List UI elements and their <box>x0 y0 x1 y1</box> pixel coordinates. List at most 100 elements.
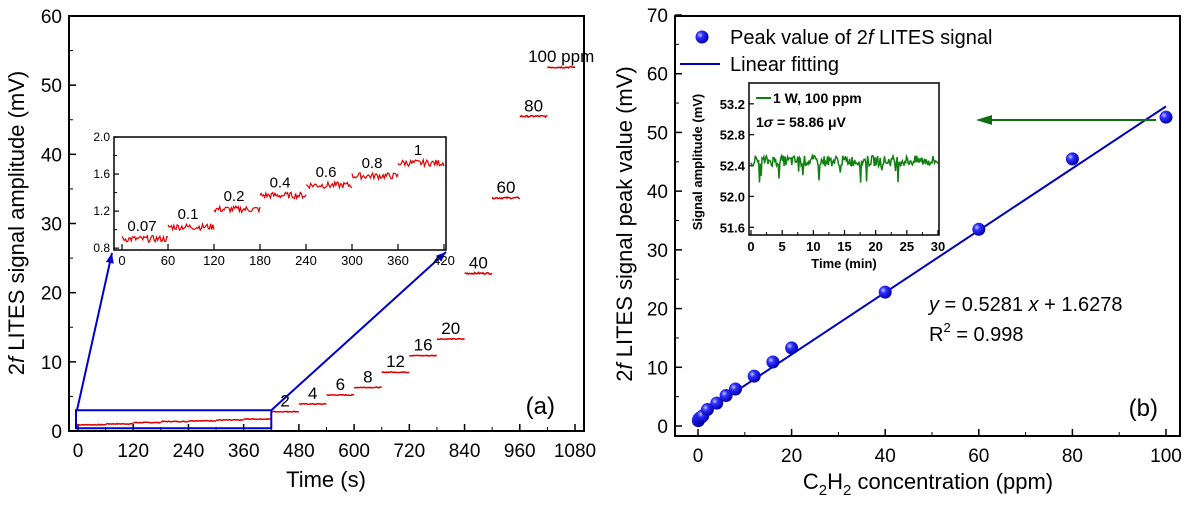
inset-step-label: 0.07 <box>127 218 156 235</box>
inset-step-label: 0.2 <box>224 188 245 205</box>
x-tick-label: 840 <box>449 441 481 462</box>
step-trace <box>491 196 520 200</box>
inset-x-tick-label: 300 <box>341 253 363 268</box>
x-tick-label: 720 <box>393 441 425 462</box>
y-tick-label: 70 <box>647 6 668 27</box>
step-trace <box>243 417 272 421</box>
y-tick-label: 50 <box>647 123 668 144</box>
step-trace <box>436 337 465 341</box>
inset-y-tick-label: 53.2 <box>720 97 745 112</box>
panel-a-inset-frame <box>113 136 447 251</box>
inset-legend-label: 1 W, 100 ppm <box>773 90 862 106</box>
inset-step-label: 0.4 <box>270 174 291 191</box>
inset-x-tick-label: 180 <box>249 253 271 268</box>
y-tick-label: 30 <box>647 241 668 262</box>
step-trace <box>326 393 355 397</box>
step-trace <box>519 114 548 119</box>
data-point <box>972 222 986 236</box>
inset-x-tick-label: 25 <box>900 239 914 254</box>
step-trace <box>133 421 161 424</box>
inset-x-tick-label: 30 <box>931 239 945 254</box>
zoom-arrow-line <box>76 252 113 411</box>
data-point <box>710 396 724 410</box>
y-tick-label: 30 <box>41 215 62 236</box>
step-trace <box>188 419 217 423</box>
step-label: 16 <box>414 336 433 355</box>
x-tick-label: 960 <box>504 441 536 462</box>
inset-pointer-arrow <box>976 115 1156 125</box>
inset-x-tick-label: 20 <box>868 239 882 254</box>
y-tick-label: 40 <box>41 145 62 166</box>
step-trace <box>298 402 327 406</box>
x-tick-label: 120 <box>117 441 149 462</box>
panel-b-label: (b) <box>1129 395 1158 422</box>
step-trace <box>77 423 106 426</box>
x-tick-label: 100 <box>1150 446 1182 467</box>
inset-xlabel: Time (min) <box>811 256 877 271</box>
inset-x-tick-label: 120 <box>203 253 225 268</box>
data-point <box>766 355 780 369</box>
inset-noise-trace <box>750 152 939 183</box>
step-trace <box>381 370 410 374</box>
step-label: 20 <box>441 319 460 338</box>
panel-b-xlabel: C2H2 concentration (ppm) <box>803 469 1053 499</box>
y-tick-label: 20 <box>647 300 668 321</box>
step-trace <box>271 410 299 413</box>
zoom-arrow-line <box>270 251 447 411</box>
y-tick-label: 40 <box>647 182 668 203</box>
legend-label-fit: Linear fitting <box>730 54 839 76</box>
inset-step-label: 0.6 <box>316 164 337 181</box>
panel-b-frame <box>674 15 1181 437</box>
step-trace <box>464 271 493 276</box>
y-tick-label: 10 <box>647 358 668 379</box>
inset-step-trace <box>305 179 353 190</box>
inset-x-tick-label: 0 <box>747 239 754 254</box>
data-point <box>1065 152 1079 166</box>
y-tick-label: 20 <box>41 284 62 305</box>
panel-a-ylabel: 2f LITES signal amplitude (mV) <box>4 71 29 375</box>
inset-x-tick-label: 240 <box>295 253 317 268</box>
y-tick-label: 50 <box>41 76 62 97</box>
data-point <box>719 388 733 402</box>
y-tick-label: 10 <box>41 353 62 374</box>
step-trace <box>105 422 134 426</box>
panel-a-inset: 0 60 120 180 240 300 360 420 0.8 1.2 1.6 2.0 0.07 0… <box>93 130 455 268</box>
fit-r2: R2 = 0.998 <box>929 320 1024 346</box>
step-label: 4 <box>308 384 317 403</box>
inset-x-tick-label: 60 <box>161 253 175 268</box>
inset-x-tick-label: 0 <box>118 253 125 268</box>
step-label: 8 <box>363 367 372 386</box>
inset-x-tick-label: 360 <box>387 253 409 268</box>
panel-a-xlabel: Time (s) <box>286 467 366 492</box>
x-tick-label: 80 <box>1062 446 1083 467</box>
step-label: 80 <box>524 96 543 115</box>
step-label: 60 <box>497 178 516 197</box>
x-tick-label: 40 <box>875 446 896 467</box>
inset-y-tick-label: 52.0 <box>720 189 745 204</box>
legend-marker <box>695 30 709 44</box>
step-trace <box>216 418 244 422</box>
x-tick-label: 240 <box>173 441 205 462</box>
inset-y-tick-label: 1.2 <box>93 204 110 218</box>
panel-a-label: (a) <box>526 393 555 420</box>
x-tick-label: 480 <box>283 441 315 462</box>
inset-x-tick-label: 5 <box>779 239 786 254</box>
data-point <box>878 285 892 299</box>
x-tick-label: 0 <box>693 446 704 467</box>
inset-sigma-text: 1σ = 58.86 μV <box>756 114 847 130</box>
inset-step-trace <box>213 204 261 215</box>
inset-y-tick-label: 52.8 <box>720 128 745 143</box>
legend: Peak value of 2f LITES signal Linear fit… <box>680 27 992 76</box>
inset-step-label: 1 <box>414 142 422 159</box>
x-tick-label: 20 <box>781 446 802 467</box>
x-tick-label: 60 <box>968 446 989 467</box>
x-tick-label: 360 <box>228 441 260 462</box>
step-label: 100 ppm <box>528 47 594 66</box>
panel-a: 0 120 240 360 480 600 720 840 960 1080 0102030405… <box>4 7 596 492</box>
inset-step-trace <box>351 171 399 182</box>
inset-ylabel: Signal amplitude (mV) <box>690 94 705 231</box>
zoom-arrow-head <box>105 253 114 264</box>
inset-y-tick-label: 0.8 <box>93 241 110 255</box>
data-point <box>728 382 742 396</box>
